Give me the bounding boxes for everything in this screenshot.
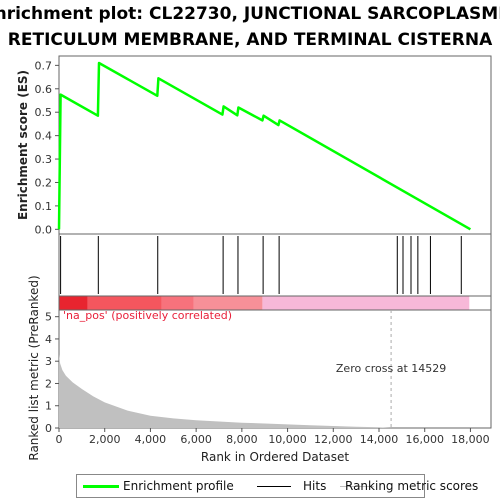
metric-y-axis: 0 1 2 3 4 5: [45, 311, 59, 435]
es-y-tick-label: 0.7: [35, 59, 53, 72]
es-y-tick-label: 0.1: [35, 200, 53, 213]
ranking-metric-area: [59, 354, 392, 428]
heatbar-segment: [59, 296, 88, 310]
legend-swatch-enrichment: [83, 485, 119, 488]
x-tick-label: 12,000: [314, 433, 353, 446]
es-y-axis: 0.0 0.1 0.2 0.3 0.4 0.5 0.6 0.7: [35, 59, 59, 236]
es-y-tick-label: 0.2: [35, 176, 53, 189]
legend-swatch-ranking: [340, 486, 374, 487]
x-tick-label: 4,000: [135, 433, 167, 446]
x-tick-label: 18,000: [451, 433, 490, 446]
positive-correlation-label: 'na_pos' (positively correlated): [63, 309, 232, 322]
es-y-axis-title: Enrichment score (ES): [16, 70, 30, 220]
heatbar-segment: [161, 296, 194, 310]
metric-y-tick-label: 2: [45, 377, 52, 390]
legend: Enrichment profile Hits Ranking metric s…: [76, 474, 478, 498]
metric-y-axis-title: Ranked list metric (PreRanked): [27, 275, 41, 460]
legend-label-hits: Hits: [303, 479, 327, 493]
es-y-tick-label: 0.6: [35, 83, 53, 96]
hits-plot-frame: [58, 233, 492, 297]
zero-cross-label: Zero cross at 14529: [336, 362, 446, 375]
x-tick-label: 2,000: [89, 433, 121, 446]
heatbar-segment: [262, 296, 470, 310]
es-y-tick-label: 0.0: [35, 223, 53, 236]
x-tick-label: 8,000: [226, 433, 258, 446]
x-tick-label: 6,000: [180, 433, 212, 446]
ranking-heatmap-bar: [59, 296, 470, 310]
metric-y-tick-label: 5: [45, 311, 52, 324]
metric-y-tick-label: 1: [45, 400, 52, 413]
x-tick-label: 0: [56, 433, 63, 446]
x-tick-label: 10,000: [268, 433, 307, 446]
es-plot-frame: [58, 55, 492, 235]
metric-y-tick-label: 0: [45, 422, 52, 435]
es-series-group: [57, 61, 472, 231]
legend-swatch-hits: [257, 486, 291, 487]
enrichment-profile-line: [57, 61, 472, 231]
es-y-tick-label: 0.3: [35, 153, 53, 166]
legend-label-ranking: Ranking metric scores: [345, 479, 479, 493]
heatbar-segment: [87, 296, 162, 310]
hits-group: [60, 236, 462, 294]
metric-plot-frame: [58, 309, 492, 429]
metric-x-axis: 0 2,000 4,000 6,000 8,000 10,000 12,000 14,000 1…: [56, 428, 490, 446]
heatbar-segment: [193, 296, 263, 310]
metric-y-tick-label: 4: [45, 333, 52, 346]
metric-area-group: [59, 354, 392, 428]
chart-title-line1: Enrichment plot: CL22730, JUNCTIONAL SAR…: [0, 4, 500, 24]
x-axis-title: Rank in Ordered Dataset: [201, 450, 349, 464]
x-tick-label: 16,000: [405, 433, 444, 446]
metric-y-tick-label: 3: [45, 355, 52, 368]
es-y-tick-label: 0.4: [35, 130, 53, 143]
chart-title-line2: RETICULUM MEMBRANE, AND TERMINAL CISTERN…: [8, 30, 493, 50]
x-tick-label: 14,000: [360, 433, 399, 446]
legend-label-enrichment: Enrichment profile: [123, 479, 234, 493]
es-y-tick-label: 0.5: [35, 106, 53, 119]
